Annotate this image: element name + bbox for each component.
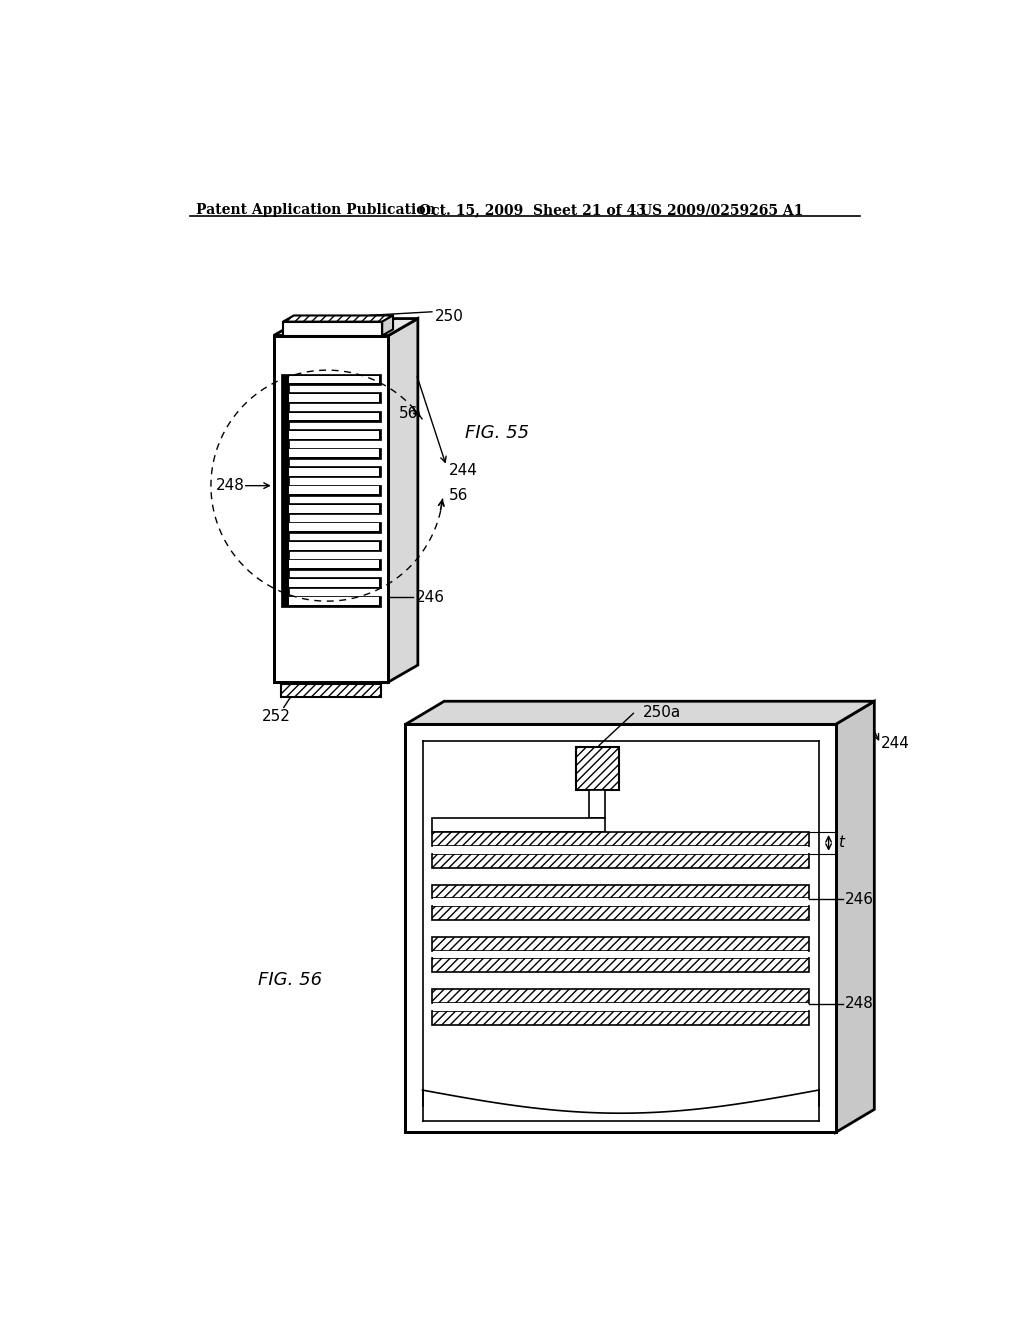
Polygon shape <box>382 315 393 335</box>
Polygon shape <box>289 392 381 404</box>
Polygon shape <box>432 832 809 846</box>
Polygon shape <box>433 1003 808 1011</box>
Polygon shape <box>289 524 379 531</box>
Text: Oct. 15, 2009  Sheet 21 of 43: Oct. 15, 2009 Sheet 21 of 43 <box>419 203 645 216</box>
Text: 244: 244 <box>881 737 909 751</box>
Polygon shape <box>289 412 379 420</box>
Text: 244: 244 <box>449 463 478 478</box>
Polygon shape <box>289 395 379 401</box>
Polygon shape <box>432 818 604 832</box>
Polygon shape <box>406 725 836 1133</box>
Polygon shape <box>836 701 874 1133</box>
Polygon shape <box>289 466 381 478</box>
Polygon shape <box>423 1090 818 1113</box>
Polygon shape <box>289 469 379 475</box>
Polygon shape <box>432 1011 809 1024</box>
Text: 248: 248 <box>216 478 245 494</box>
Polygon shape <box>432 989 809 1003</box>
Polygon shape <box>433 899 808 906</box>
Text: 250: 250 <box>435 309 464 323</box>
Polygon shape <box>289 595 381 607</box>
Polygon shape <box>289 449 379 457</box>
Polygon shape <box>289 598 379 605</box>
Polygon shape <box>283 322 382 335</box>
Polygon shape <box>289 430 379 438</box>
Polygon shape <box>289 484 381 496</box>
Text: US 2009/0259265 A1: US 2009/0259265 A1 <box>640 203 803 216</box>
Polygon shape <box>589 789 604 818</box>
Polygon shape <box>289 487 379 494</box>
Polygon shape <box>289 561 379 568</box>
Polygon shape <box>273 335 388 682</box>
Polygon shape <box>289 376 379 383</box>
Polygon shape <box>283 315 393 322</box>
Text: 246: 246 <box>416 590 444 605</box>
Polygon shape <box>289 374 381 385</box>
Text: 252: 252 <box>262 709 291 723</box>
Polygon shape <box>432 937 809 950</box>
Polygon shape <box>289 521 381 533</box>
Polygon shape <box>289 577 381 589</box>
Text: 248: 248 <box>845 997 873 1011</box>
Polygon shape <box>289 506 379 512</box>
Polygon shape <box>282 684 381 697</box>
Polygon shape <box>282 374 289 607</box>
Text: 250a: 250a <box>643 705 682 721</box>
Polygon shape <box>289 503 381 515</box>
Polygon shape <box>289 543 379 549</box>
Polygon shape <box>273 318 418 335</box>
Polygon shape <box>432 854 809 867</box>
Polygon shape <box>575 747 618 789</box>
Text: t: t <box>838 836 844 850</box>
Polygon shape <box>289 447 381 459</box>
Polygon shape <box>289 579 379 586</box>
Polygon shape <box>432 906 809 920</box>
Polygon shape <box>433 950 808 958</box>
Polygon shape <box>289 558 381 570</box>
Text: 246: 246 <box>845 891 873 907</box>
Text: 56: 56 <box>450 488 469 503</box>
Text: 56: 56 <box>399 405 419 421</box>
Polygon shape <box>432 884 809 899</box>
Text: FIG. 55: FIG. 55 <box>465 424 529 442</box>
Polygon shape <box>432 958 809 973</box>
Polygon shape <box>433 846 808 854</box>
Text: FIG. 56: FIG. 56 <box>258 970 323 989</box>
Polygon shape <box>289 429 381 441</box>
Polygon shape <box>289 411 381 422</box>
Polygon shape <box>388 318 418 682</box>
Polygon shape <box>289 540 381 552</box>
Polygon shape <box>406 701 874 725</box>
Text: Patent Application Publication: Patent Application Publication <box>197 203 436 216</box>
